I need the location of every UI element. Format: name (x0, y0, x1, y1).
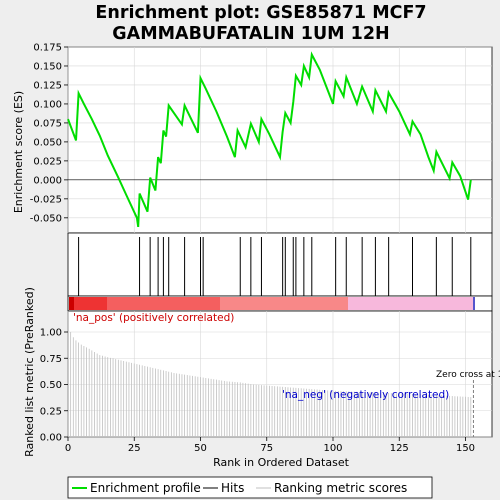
correlation-color-band (69, 297, 475, 310)
band-segment-red (74, 297, 107, 310)
enrichment-line (67, 51, 472, 228)
x-axis-ticks: 0 25 50 75 100 125 150 (65, 437, 475, 454)
x-tick-label-2: 50 (194, 443, 207, 454)
legend: Enrichment profile Hits Ranking metric s… (67, 476, 433, 499)
x-tick-label-1: 25 (128, 443, 141, 454)
es-tick-label-6: 0.100 (33, 99, 62, 110)
x-tick-label-4: 100 (323, 443, 342, 454)
chart-title-line-2: GAMMABUFATALIN 1UM 12H (112, 24, 389, 44)
band-segment-blue (473, 297, 475, 310)
es-tick-label-0: -0.050 (30, 213, 62, 224)
enrichment-profile (67, 51, 492, 228)
rank-tick-label-2: 0.50 (40, 380, 62, 391)
band-segment-deep-red (69, 297, 74, 310)
rank-y-axis-ticks: 0.00 0.25 0.50 0.75 1.00 (40, 328, 68, 444)
chart-title-line-1: Enrichment plot: GSE85871 MCF7 (95, 3, 426, 23)
legend-hits-label: Hits (221, 481, 244, 495)
ranking-metric-bars (70, 332, 472, 437)
legend-box (67, 476, 433, 499)
hit-markers (78, 237, 472, 296)
rank-tick-label-3: 0.75 (40, 354, 62, 365)
es-tick-label-8: 0.150 (33, 61, 62, 72)
es-tick-label-2: 0.000 (33, 175, 62, 186)
es-tick-label-5: 0.075 (33, 118, 62, 129)
band-segment-salmon (220, 297, 348, 310)
es-y-axis-label: Enrichment score (ES) (12, 91, 25, 213)
x-axis-label: Rank in Ordered Dataset (213, 456, 350, 469)
x-tick-label-0: 0 (65, 443, 71, 454)
annotation-zero-cross: Zero cross at 153 (436, 370, 500, 380)
rank-tick-label-0: 0.00 (40, 433, 62, 444)
es-tick-label-7: 0.125 (33, 80, 62, 91)
es-tick-label-4: 0.050 (33, 137, 62, 148)
es-tick-label-3: 0.025 (33, 156, 62, 167)
legend-enrichment-label: Enrichment profile (90, 481, 201, 495)
legend-ranking-label: Ranking metric scores (274, 481, 407, 495)
es-tick-label-1: -0.025 (30, 194, 62, 205)
rank-tick-label-1: 0.25 (40, 406, 62, 417)
annotation-positive: 'na_pos' (positively correlated) (73, 312, 234, 324)
es-y-axis-ticks: -0.050 -0.025 0.000 0.025 0.050 0.075 0.100 0.1… (30, 43, 68, 224)
x-tick-label-6: 150 (456, 443, 475, 454)
hits-panel (67, 232, 493, 297)
rank-y-axis-label: Ranked list metric (PreRanked) (23, 287, 36, 457)
x-tick-label-3: 75 (260, 443, 273, 454)
es-tick-label-9: 0.175 (33, 43, 62, 54)
x-tick-label-5: 125 (390, 443, 409, 454)
band-segment-pink (348, 297, 473, 310)
band-segment-light-red (107, 297, 220, 310)
rank-tick-label-4: 1.00 (40, 328, 62, 339)
annotation-negative: 'na_neg' (negatively correlated) (282, 389, 449, 401)
